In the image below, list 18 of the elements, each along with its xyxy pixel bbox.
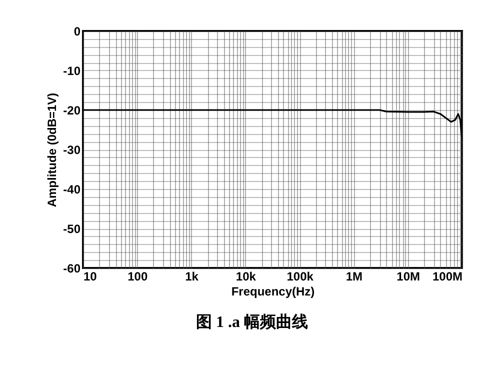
y-tick-label: -60 <box>63 262 81 276</box>
x-axis-title: Frequency(Hz) <box>231 284 315 298</box>
x-tick-label: 100k <box>286 270 314 284</box>
y-tick-label: -20 <box>63 104 81 118</box>
y-tick-label: -40 <box>63 182 81 196</box>
x-tick-label: 1M <box>346 270 363 284</box>
x-tick-label: 10 <box>84 270 98 284</box>
x-tick-label: 10M <box>396 270 420 284</box>
y-tick-label: -50 <box>63 222 81 236</box>
caption: 图 1 .a 幅频曲线 <box>195 312 309 333</box>
y-tick-label: -30 <box>63 143 81 157</box>
y-tick-label: 0 <box>74 24 81 38</box>
x-tick-label: 10k <box>236 270 256 284</box>
x-tick-label: 100 <box>128 270 148 284</box>
x-tick-label: 100M <box>432 270 462 284</box>
y-tick-label: -10 <box>63 64 81 78</box>
x-tick-label: 1k <box>185 270 199 284</box>
y-axis-title: Amplitude (0dB=1V) <box>45 92 60 208</box>
